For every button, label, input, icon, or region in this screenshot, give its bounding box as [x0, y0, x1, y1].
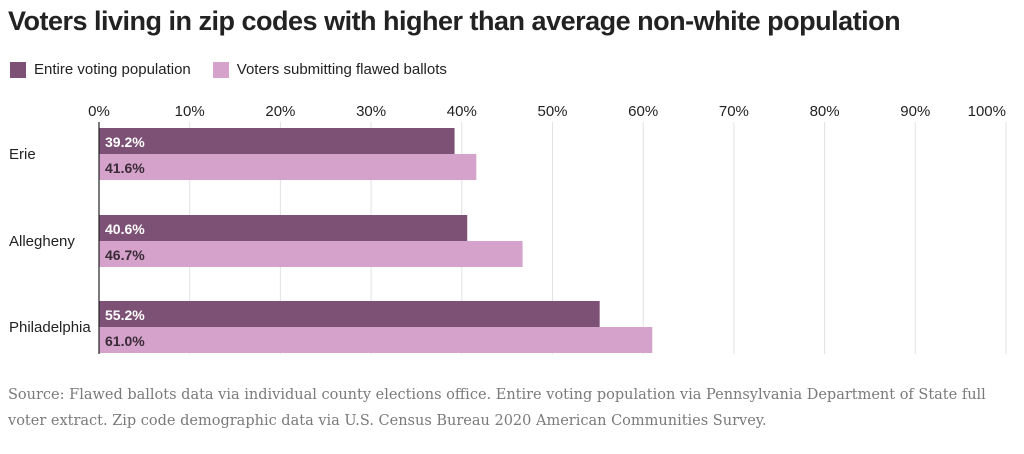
x-tick-label-60: 60% [628, 103, 658, 120]
legend-swatch-flawed [212, 61, 229, 78]
legend-item-entire: Entire voting population [10, 61, 191, 78]
legend-label-flawed: Voters submitting flawed ballots [236, 61, 447, 78]
bar-philadelphia-flawed [99, 327, 653, 353]
legend-item-flawed: Voters submitting flawed ballots [212, 61, 447, 78]
bar-allegheny-flawed [99, 241, 523, 267]
chart-title: Voters living in zip codes with higher t… [8, 6, 901, 36]
data-label-erie-flawed: 41.6% [105, 160, 145, 176]
data-label-philadelphia-flawed: 61.0% [105, 333, 145, 349]
x-tick-label-40: 40% [447, 103, 477, 120]
x-tick-label-70: 70% [719, 103, 749, 120]
category-label-philadelphia: Philadelphia [9, 319, 91, 336]
data-label-allegheny-flawed: 46.7% [105, 247, 145, 263]
x-tick-label-80: 80% [810, 103, 840, 120]
data-label-erie-entire: 39.2% [105, 134, 145, 150]
x-tick-label-30: 30% [356, 103, 386, 120]
x-tick-label-0: 0% [88, 103, 110, 120]
legend-swatch-entire [10, 61, 26, 78]
bar-erie-entire [99, 128, 455, 154]
legend: Entire voting population Voters submitti… [10, 61, 469, 78]
x-tick-label-100: 100% [968, 103, 1006, 120]
bar-allegheny-entire [99, 215, 468, 241]
bar-erie-flawed [99, 154, 477, 180]
x-tick-label-10: 10% [175, 103, 205, 120]
x-tick-label-90: 90% [900, 103, 930, 120]
category-label-erie: Erie [9, 146, 36, 163]
x-tick-label-20: 20% [265, 103, 295, 120]
source-note: Source: Flawed ballots data via individu… [8, 387, 986, 429]
category-label-allegheny: Allegheny [9, 233, 75, 250]
x-tick-label-50: 50% [537, 103, 567, 120]
bar-philadelphia-entire [99, 301, 600, 327]
bar-chart: 0% 10% 20% 30% 40% 50% 60% 70% 80% 90% 100% 39.2% 41… [9, 103, 1007, 354]
legend-label-entire: Entire voting population [34, 61, 191, 78]
data-label-philadelphia-entire: 55.2% [105, 307, 145, 323]
data-label-allegheny-entire: 40.6% [105, 221, 145, 237]
